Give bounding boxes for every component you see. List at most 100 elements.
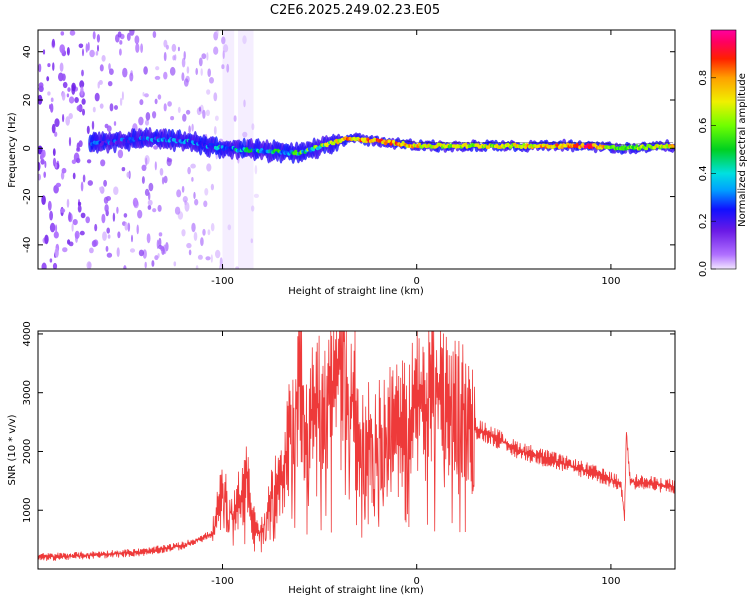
spectrogram-ytick-label: 20: [22, 94, 33, 107]
noise-speckle: [87, 180, 94, 186]
noise-speckle: [105, 196, 111, 201]
noise-speckle: [222, 50, 225, 60]
noise-speckle: [152, 208, 157, 213]
colorbar: 0.0 0.2 0.4 0.6 0.8 Normalized spectral ampl…: [698, 29, 748, 277]
noise-speckle: [201, 53, 207, 60]
noise-speckle: [177, 106, 181, 113]
noise-speckle: [216, 30, 219, 38]
noise-speckle: [163, 51, 167, 62]
noise-speckle: [117, 31, 122, 38]
noise-speckle: [109, 68, 114, 75]
noise-speckle: [85, 43, 89, 53]
noise-speckle: [98, 80, 103, 85]
noise-speckle: [40, 151, 44, 160]
noise-speckle: [163, 39, 168, 48]
noise-speckle: [49, 258, 53, 263]
noise-speckle: [51, 38, 56, 48]
noise-speckle: [172, 55, 176, 61]
noise-speckle: [254, 165, 258, 175]
noise-speckle: [87, 41, 90, 51]
noise-speckle: [81, 69, 84, 77]
snr-ytick-label: 3000: [22, 380, 33, 405]
noise-speckle: [198, 106, 202, 112]
noise-speckle: [92, 106, 96, 113]
noise-speckle: [207, 229, 211, 236]
noise-speckle: [226, 63, 230, 73]
noise-speckle: [190, 163, 196, 169]
noise-speckle: [92, 31, 96, 40]
noise-speckle: [213, 92, 218, 102]
noise-speckle: [148, 192, 151, 201]
noise-speckle: [171, 43, 177, 52]
noise-speckle: [116, 247, 120, 258]
noise-speckle: [213, 46, 219, 55]
snr-frame: [37, 330, 676, 570]
noise-speckle: [166, 158, 172, 167]
noise-speckle: [207, 68, 211, 77]
noise-speckle: [221, 64, 225, 70]
noise-speckle: [134, 198, 137, 206]
spectrogram-ytick-label: -40: [22, 237, 33, 253]
noise-speckle: [81, 98, 86, 105]
noise-speckle: [99, 103, 104, 109]
spectrogram-frame: [37, 29, 676, 270]
noise-speckle: [202, 228, 206, 236]
noise-speckle: [206, 89, 211, 95]
noise-speckle: [106, 227, 110, 234]
noise-speckle: [108, 63, 111, 71]
noise-speckle: [104, 204, 109, 213]
snr-marks: [38, 331, 675, 561]
noise-speckle: [206, 163, 212, 172]
noise-speckle: [54, 247, 59, 258]
noise-speckle: [188, 249, 192, 256]
noise-speckle: [195, 67, 198, 76]
noise-speckle: [253, 193, 259, 198]
noise-speckle: [139, 99, 144, 106]
noise-speckle: [154, 75, 161, 80]
noise-speckle: [79, 230, 85, 236]
noise-speckle: [209, 77, 214, 84]
noise-speckle: [147, 199, 153, 206]
noise-speckle: [143, 66, 148, 75]
noise-speckle: [94, 92, 100, 102]
noise-speckle: [131, 234, 133, 243]
noise-speckle: [243, 99, 246, 108]
noise-speckle: [109, 103, 114, 112]
noise-speckle: [161, 176, 165, 185]
snr-panel: -100 0 100 1000 2000 3000 4000 Height of strai…: [7, 321, 676, 596]
noise-speckle: [68, 113, 73, 120]
spectrogram-xtick-label: 100: [601, 276, 620, 287]
noise-speckle: [215, 249, 221, 259]
noise-speckle: [61, 91, 66, 101]
noise-speckle: [191, 123, 194, 132]
noise-speckle: [227, 224, 232, 231]
noise-speckle: [221, 36, 226, 45]
snr-ytick-label: 4000: [22, 321, 33, 346]
noise-speckle: [145, 119, 149, 126]
noise-speckle: [67, 87, 71, 92]
noise-speckle: [198, 57, 203, 67]
noise-speckle: [76, 142, 80, 151]
noise-speckle: [137, 209, 143, 219]
ridge-core: [126, 139, 131, 144]
noise-speckle: [66, 198, 70, 208]
noise-speckle: [49, 222, 56, 233]
noise-speckle: [233, 115, 237, 122]
noise-speckle: [138, 249, 144, 257]
spectrogram-ticks: -100 0 100 -40 -20 0 20 40: [22, 30, 675, 287]
noise-speckle: [80, 212, 86, 219]
noise-speckle: [59, 44, 65, 54]
noise-speckle: [210, 223, 215, 232]
noise-speckle: [52, 148, 56, 157]
noise-speckle: [145, 157, 148, 167]
noise-speckle: [163, 175, 168, 184]
noise-speckle: [49, 210, 53, 221]
noise-speckle: [74, 230, 80, 239]
noise-speckle: [205, 256, 211, 261]
noise-speckle: [41, 262, 47, 269]
noise-speckle: [95, 51, 99, 56]
ridge-core: [109, 141, 113, 146]
noise-speckle: [194, 198, 199, 206]
noise-speckle: [117, 149, 124, 159]
noise-speckle: [46, 76, 50, 82]
